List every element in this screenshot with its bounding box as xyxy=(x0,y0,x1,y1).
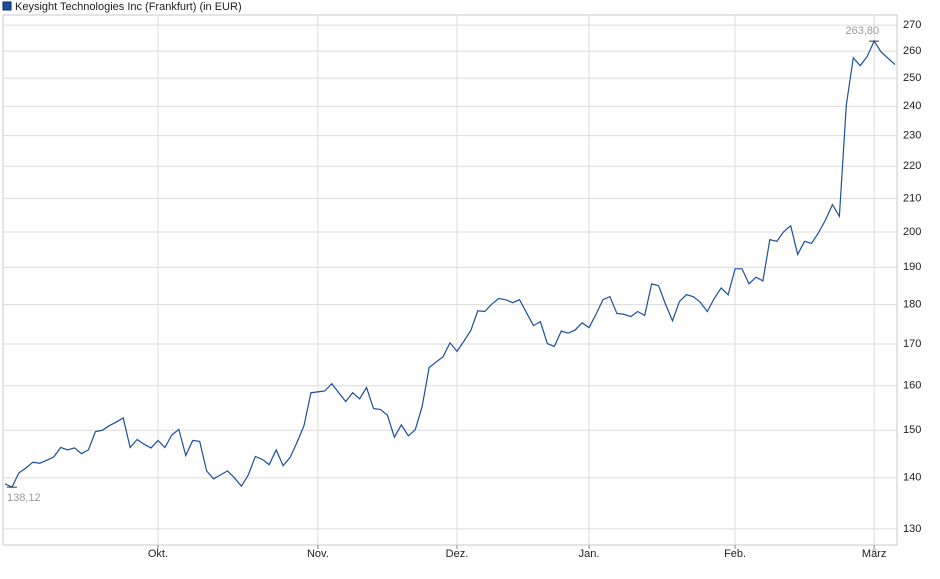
annotation-label: 138,12 xyxy=(7,492,41,504)
y-tick-label: 230 xyxy=(903,130,921,142)
x-tick-label: Dez. xyxy=(446,548,469,560)
x-tick-label: Feb. xyxy=(724,548,746,560)
y-tick-label: 250 xyxy=(903,72,921,84)
legend-swatch xyxy=(2,1,12,11)
plot-frame xyxy=(2,14,898,546)
x-tick-label: März xyxy=(862,548,886,560)
legend-label: Keysight Technologies Inc (Frankfurt) (i… xyxy=(15,1,242,13)
y-tick-label: 190 xyxy=(903,261,921,273)
x-tick-label: Okt. xyxy=(148,548,168,560)
annotation-label: 263,80 xyxy=(845,25,879,37)
y-tick-label: 210 xyxy=(903,192,921,204)
price-line xyxy=(4,39,896,488)
y-tick-label: 260 xyxy=(903,45,921,57)
y-tick-label: 200 xyxy=(903,226,921,238)
y-tick-label: 240 xyxy=(903,100,921,112)
y-tick-label: 270 xyxy=(903,19,921,31)
y-tick-label: 160 xyxy=(903,380,921,392)
y-tick-label: 130 xyxy=(903,523,921,535)
y-tick-label: 150 xyxy=(903,424,921,436)
y-tick-label: 170 xyxy=(903,338,921,350)
y-tick-label: 220 xyxy=(903,160,921,172)
x-tick-label: Nov. xyxy=(307,548,329,560)
y-tick-label: 140 xyxy=(903,472,921,484)
x-tick-label: Jan. xyxy=(579,548,600,560)
y-tick-label: 180 xyxy=(903,299,921,311)
